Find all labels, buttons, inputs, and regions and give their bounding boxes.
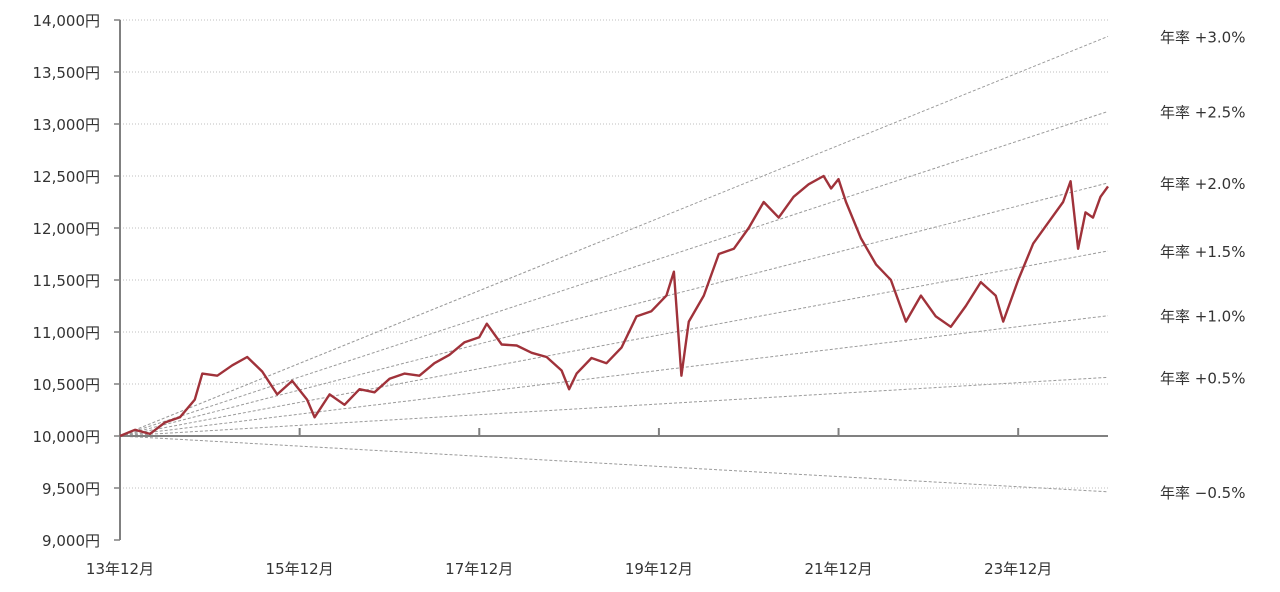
y-tick-label: 13,000円 (33, 116, 101, 134)
y-tick-label: 9,000円 (42, 532, 100, 550)
series-line (119, 174, 1109, 438)
x-tick-label: 17年12月 (445, 560, 513, 578)
y-tick-label: 10,500円 (33, 376, 101, 394)
y-tick-label: 12,000円 (33, 220, 101, 238)
reference-line (119, 315, 1109, 437)
reference-label: 年率 +2.0% (1160, 175, 1245, 193)
x-tick-label: 21年12月 (804, 560, 872, 578)
x-tick-label: 13年12月 (86, 560, 154, 578)
y-tick-label: 9,500円 (42, 480, 100, 498)
reference-label: 年率 +0.5% (1160, 369, 1245, 387)
reference-label: 年率 +3.0% (1160, 28, 1245, 46)
reference-line (119, 435, 1109, 493)
y-tick-label: 11,500円 (33, 272, 101, 290)
y-tick-label: 14,000円 (33, 12, 101, 30)
x-tick-label: 19年12月 (625, 560, 693, 578)
reference-line (119, 35, 1109, 437)
x-tick-label: 15年12月 (266, 560, 334, 578)
reference-label: 年率 −0.5% (1160, 484, 1245, 502)
reference-line (119, 182, 1109, 437)
y-tick-label: 11,000円 (33, 324, 101, 342)
reference-line (119, 250, 1109, 437)
reference-label: 年率 +2.5% (1160, 103, 1245, 121)
reference-line (119, 110, 1109, 437)
y-tick-label: 13,500円 (33, 64, 101, 82)
y-tick-label: 10,000円 (33, 428, 101, 446)
reference-label: 年率 +1.0% (1160, 308, 1245, 326)
y-tick-label: 12,500円 (33, 168, 101, 186)
reference-line (119, 376, 1109, 437)
x-tick-label: 23年12月 (984, 560, 1052, 578)
reference-label: 年率 +1.5% (1160, 243, 1245, 261)
